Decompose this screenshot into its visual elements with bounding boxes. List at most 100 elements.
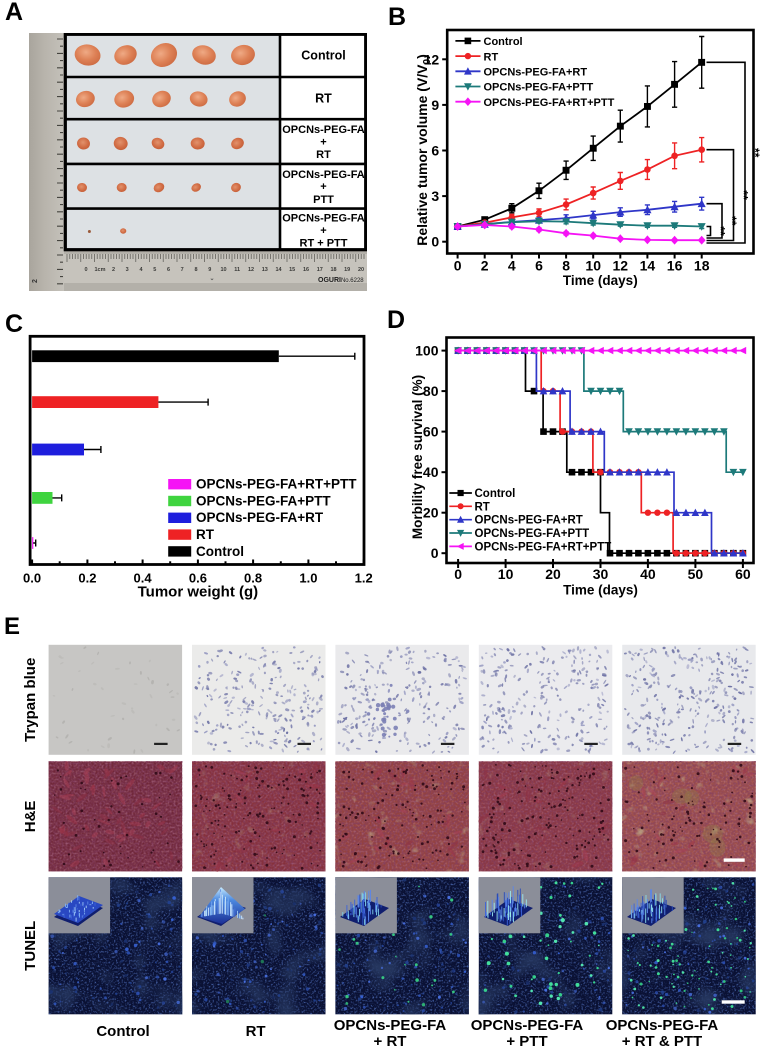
svg-text:Control: Control xyxy=(475,488,516,500)
svg-text:**: ** xyxy=(725,216,739,226)
svg-text:0.0: 0.0 xyxy=(23,571,41,586)
svg-text:0: 0 xyxy=(454,566,462,582)
svg-text:RT: RT xyxy=(484,51,499,63)
svg-text:OPCNs-PEG-FA+RT+PTT: OPCNs-PEG-FA+RT+PTT xyxy=(196,477,357,492)
svg-text:10: 10 xyxy=(585,258,601,274)
svg-text:OPCNs-PEG-FA: OPCNs-PEG-FA xyxy=(282,124,365,136)
svg-text:RT: RT xyxy=(246,1023,266,1040)
svg-text:5: 5 xyxy=(153,267,156,273)
svg-text:7: 7 xyxy=(181,267,184,273)
svg-text:0: 0 xyxy=(431,545,439,561)
svg-text:6: 6 xyxy=(535,258,543,274)
svg-text:0.2: 0.2 xyxy=(78,571,96,586)
svg-text:20: 20 xyxy=(423,505,439,521)
svg-text:+ RT: + RT xyxy=(374,1033,407,1050)
svg-text:9: 9 xyxy=(431,97,439,113)
svg-text:14: 14 xyxy=(275,267,282,273)
svg-text:12: 12 xyxy=(248,267,254,273)
svg-text:**: ** xyxy=(737,190,751,200)
svg-text:16: 16 xyxy=(667,258,683,274)
svg-text:+ PTT: + PTT xyxy=(506,1033,547,1050)
svg-text:Control: Control xyxy=(484,36,523,48)
svg-text:0: 0 xyxy=(84,267,87,273)
svg-text:16: 16 xyxy=(303,267,309,273)
svg-text:18: 18 xyxy=(330,267,336,273)
svg-text:OPCNs-PEG-FA+RT: OPCNs-PEG-FA+RT xyxy=(196,510,324,525)
svg-text:30: 30 xyxy=(593,566,609,582)
svg-text:20: 20 xyxy=(358,267,364,273)
svg-text:RT: RT xyxy=(315,92,332,106)
svg-text:0.4: 0.4 xyxy=(134,571,153,586)
svg-text:RT + PTT: RT + PTT xyxy=(300,237,348,249)
svg-text:+ RT & PTT: + RT & PTT xyxy=(622,1033,702,1050)
svg-text:Control: Control xyxy=(196,544,244,559)
svg-text:OPCNs-PEG-FA: OPCNs-PEG-FA xyxy=(334,1017,447,1034)
svg-text:2: 2 xyxy=(32,279,39,283)
svg-text:18: 18 xyxy=(694,258,710,274)
svg-text:+: + xyxy=(320,137,326,149)
svg-text:Control: Control xyxy=(301,49,345,63)
svg-text:40: 40 xyxy=(423,464,439,480)
svg-text:OPCNs-PEG-FA+PTT: OPCNs-PEG-FA+PTT xyxy=(484,82,594,94)
svg-text:RT: RT xyxy=(475,501,490,513)
svg-text:Time (days): Time (days) xyxy=(563,273,638,288)
svg-text:80: 80 xyxy=(423,383,439,399)
svg-text:8: 8 xyxy=(194,267,197,273)
svg-text:1cm: 1cm xyxy=(94,267,105,273)
svg-text:OPCNs-PEG-FA+RT+PTT: OPCNs-PEG-FA+RT+PTT xyxy=(484,97,615,109)
svg-text:OPCNs-PEG-FA+RT+PTT: OPCNs-PEG-FA+RT+PTT xyxy=(475,541,612,553)
svg-text:0: 0 xyxy=(431,234,439,250)
svg-text:0.6: 0.6 xyxy=(189,571,207,586)
svg-text:PTT: PTT xyxy=(313,194,334,206)
svg-text:Time (days): Time (days) xyxy=(563,582,638,597)
svg-text:4: 4 xyxy=(139,267,143,273)
svg-text:⌄: ⌄ xyxy=(209,276,214,282)
svg-text:+: + xyxy=(320,181,326,193)
svg-text:4: 4 xyxy=(508,258,516,274)
svg-text:13: 13 xyxy=(262,267,268,273)
svg-text:Tumor weight (g): Tumor weight (g) xyxy=(138,584,259,601)
svg-text:50: 50 xyxy=(688,566,704,582)
svg-text:6: 6 xyxy=(431,143,439,159)
svg-text:TUNEL: TUNEL xyxy=(22,921,39,971)
svg-text:0.8: 0.8 xyxy=(244,571,262,586)
svg-text:1.2: 1.2 xyxy=(355,571,373,586)
svg-text:OPCNs-PEG-FA+PTT: OPCNs-PEG-FA+PTT xyxy=(475,528,590,540)
svg-text:OPCNs-PEG-FA: OPCNs-PEG-FA xyxy=(471,1017,584,1034)
svg-text:2: 2 xyxy=(112,267,115,273)
svg-text:2: 2 xyxy=(481,258,489,274)
svg-text:Relative tumor volume (V/V0): Relative tumor volume (V/V0) xyxy=(414,54,433,246)
svg-text:OPCNs-PEG-FA+RT: OPCNs-PEG-FA+RT xyxy=(475,515,583,527)
svg-text:3: 3 xyxy=(126,267,129,273)
svg-text:17: 17 xyxy=(317,267,323,273)
svg-text:11: 11 xyxy=(234,267,240,273)
svg-text:15: 15 xyxy=(289,267,295,273)
svg-text:RT: RT xyxy=(316,149,331,161)
svg-text:OPCNs-PEG-FA: OPCNs-PEG-FA xyxy=(606,1017,719,1034)
svg-text:OPCNs-PEG-FA: OPCNs-PEG-FA xyxy=(282,212,365,224)
svg-text:OPCNs-PEG-FA: OPCNs-PEG-FA xyxy=(282,169,365,181)
svg-text:Morbility free survival (%): Morbility free survival (%) xyxy=(410,375,425,539)
svg-text:20: 20 xyxy=(545,566,561,582)
svg-text:OPCNs-PEG-FA+PTT: OPCNs-PEG-FA+PTT xyxy=(196,493,331,508)
svg-text:Trypan blue: Trypan blue xyxy=(22,658,39,742)
svg-text:OGURINo.6228: OGURINo.6228 xyxy=(318,277,364,284)
svg-text:Control: Control xyxy=(96,1023,149,1040)
svg-text:40: 40 xyxy=(640,566,656,582)
svg-text:+: + xyxy=(320,225,326,237)
svg-text:9: 9 xyxy=(208,267,211,273)
svg-text:12: 12 xyxy=(613,258,629,274)
svg-text:100: 100 xyxy=(415,343,439,359)
svg-text:3: 3 xyxy=(431,188,439,204)
svg-text:10: 10 xyxy=(498,566,514,582)
svg-text:**: ** xyxy=(714,226,728,236)
svg-text:**: ** xyxy=(748,148,762,158)
svg-text:10: 10 xyxy=(220,267,226,273)
svg-text:12: 12 xyxy=(424,51,440,67)
svg-text:0: 0 xyxy=(454,258,462,274)
svg-text:14: 14 xyxy=(640,258,656,274)
svg-text:60: 60 xyxy=(735,566,751,582)
svg-text:60: 60 xyxy=(423,424,439,440)
svg-text:6: 6 xyxy=(167,267,170,273)
svg-text:H&E: H&E xyxy=(22,801,39,833)
